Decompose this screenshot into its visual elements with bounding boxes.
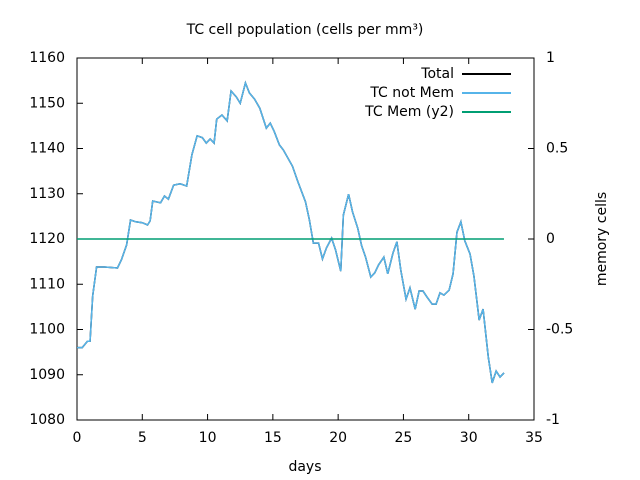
y2-tick-label: -0.5 bbox=[546, 322, 573, 338]
y-tick-label: 1080 bbox=[29, 412, 65, 428]
y-tick-label: 1090 bbox=[29, 367, 65, 383]
y-tick-label: 1160 bbox=[29, 50, 65, 66]
x-axis-label: days bbox=[288, 459, 321, 475]
y-tick-label: 1150 bbox=[29, 95, 65, 111]
y-tick-label: 1140 bbox=[29, 141, 65, 157]
legend-label: Total bbox=[420, 66, 454, 82]
series-line bbox=[77, 80, 505, 384]
series-line bbox=[77, 80, 505, 384]
x-tick-label: 5 bbox=[138, 430, 147, 446]
y-tick-label: 1100 bbox=[29, 322, 65, 338]
y2-tick-label: 1 bbox=[546, 50, 555, 66]
x-tick-label: 15 bbox=[264, 430, 282, 446]
y-tick-label: 1110 bbox=[29, 276, 65, 292]
y2-tick-label: -1 bbox=[546, 412, 560, 428]
y-tick-label: 1120 bbox=[29, 231, 65, 247]
x-tick-label: 10 bbox=[199, 430, 217, 446]
y-tick-label: 1130 bbox=[29, 186, 65, 202]
y2-tick-label: 0.5 bbox=[546, 141, 568, 157]
x-tick-label: 25 bbox=[395, 430, 413, 446]
x-tick-label: 35 bbox=[525, 430, 543, 446]
y2-axis-label: memory cells bbox=[594, 192, 610, 286]
chart-title: TC cell population (cells per mm³) bbox=[186, 22, 424, 38]
x-tick-label: 20 bbox=[329, 430, 347, 446]
x-tick-label: 30 bbox=[460, 430, 478, 446]
legend-label: TC not Mem bbox=[369, 85, 454, 101]
y2-tick-label: 0 bbox=[546, 231, 555, 247]
legend-label: TC Mem (y2) bbox=[364, 104, 454, 120]
x-tick-label: 0 bbox=[73, 430, 82, 446]
